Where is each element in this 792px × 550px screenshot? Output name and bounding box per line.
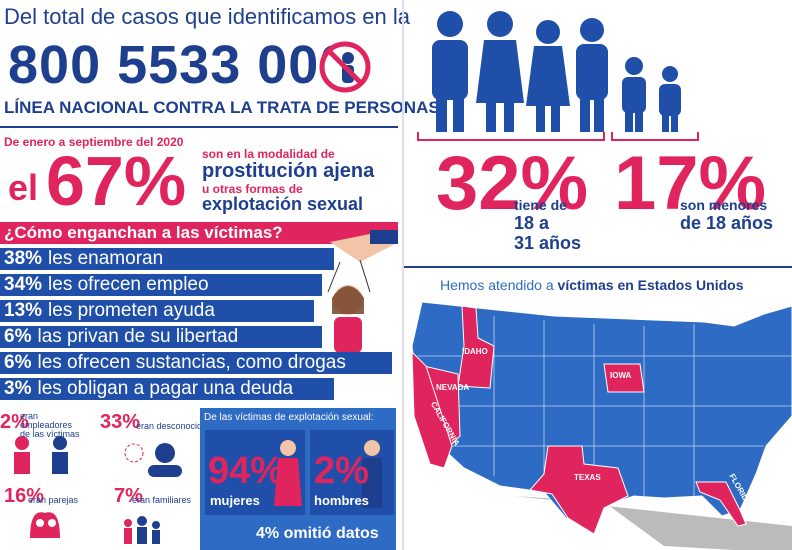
hook-text: las privan de su libertad (37, 326, 239, 347)
hook-pct: 13% (4, 300, 43, 321)
minors-text: son menores (680, 197, 768, 213)
map-title-start: Hemos atendido a (440, 277, 554, 293)
hook-title: ¿Cómo enganchan a las víctimas? (0, 222, 398, 244)
puppet-illustration (327, 230, 398, 353)
divider (404, 266, 792, 268)
hook-row: 3% les obligan a pagar una deuda (0, 378, 334, 400)
women-label: mujeres (210, 493, 260, 508)
relation-text: eran desconocid@s (136, 421, 216, 431)
relation-icons (14, 436, 182, 544)
hook-pct: 3% (4, 378, 32, 399)
women-pct: 94% (208, 450, 285, 492)
relation-text: eran parejas (28, 495, 79, 505)
men-pct: 2% (314, 450, 369, 492)
hook-text: les prometen ayuda (48, 300, 215, 321)
hook-row: 13% les prometen ayuda (0, 300, 314, 322)
relation-pct: 7% (114, 485, 143, 507)
period-text: prostitución ajena (202, 160, 375, 182)
phone: 800 5533 000 (8, 35, 351, 95)
hook-text: les obligan a pagar una deuda (37, 378, 294, 399)
period-text: son en la modalidad de (202, 147, 335, 161)
us-map (411, 301, 792, 550)
hook-row: 38% les enamoran (0, 248, 334, 270)
adults-text: tiene de (514, 197, 567, 213)
relation-pct: 2% (0, 411, 29, 433)
sexual-title: De las víctimas de explotación sexual: (204, 412, 374, 423)
adults-pct: 32% (436, 141, 589, 226)
people-illustration (274, 440, 382, 508)
period-date: De enero a septiembre del 2020 (4, 135, 184, 149)
hook-pct: 34% (4, 274, 43, 295)
hook-text: les ofrecen sustancias, como drogas (37, 352, 346, 373)
bracket (417, 132, 699, 141)
omitted: 4% omitió datos (256, 525, 379, 542)
intro: Del total de casos que identificamos en … (4, 4, 411, 29)
period-text: u otras formas de (202, 182, 303, 196)
state-label: TEXAS (574, 473, 601, 482)
state-label: NEVADA (436, 383, 470, 392)
el: el (8, 167, 39, 208)
hook-row: 34% les ofrecen empleo (0, 274, 322, 296)
hook-pct: 6% (4, 326, 32, 347)
forbidden-icon (319, 41, 371, 93)
column-divider (402, 0, 404, 550)
hook-pct: 38% (4, 248, 43, 269)
hook-row: 6% les ofrecen sustancias, como drogas (0, 352, 392, 374)
divider (0, 126, 398, 128)
hook-text: les enamoran (48, 248, 164, 269)
state-label: IDAHO (462, 347, 488, 356)
hook-text: les ofrecen empleo (48, 274, 209, 295)
hook-row: 6% las privan de su libertad (0, 326, 322, 348)
state-label: IOWA (610, 371, 632, 380)
relation-pct: 33% (100, 411, 141, 433)
relation-text: eran familiares (132, 495, 192, 505)
relation-pct: 16% (4, 485, 45, 507)
men-label: hombres (314, 493, 369, 508)
family-icons (432, 11, 681, 132)
line-name: LÍNEA NACIONAL CONTRA LA TRATA DE PERSON… (4, 98, 440, 117)
minors-text: de 18 años (680, 213, 774, 233)
relation-text: eran empleadores de las víctimas (20, 411, 80, 439)
map-title-bold: víctimas en Estados Unidos (557, 277, 744, 293)
map-title: Hemos atendido a víctimas en Estados Uni… (440, 278, 743, 292)
period-text: explotación sexual (202, 194, 364, 214)
hook-pct: 6% (4, 352, 32, 373)
adults-text: 31 años (514, 233, 582, 253)
minors-pct: 17% (614, 141, 767, 226)
adults-text: 18 a (514, 213, 550, 233)
percent-67: 67% (46, 142, 187, 220)
